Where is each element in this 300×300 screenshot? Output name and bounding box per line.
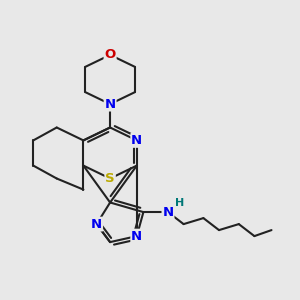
Text: N: N xyxy=(131,230,142,243)
Text: N: N xyxy=(162,206,174,219)
Text: S: S xyxy=(105,172,115,185)
Text: N: N xyxy=(131,134,142,147)
Text: N: N xyxy=(104,98,116,111)
Text: H: H xyxy=(176,198,184,208)
Text: O: O xyxy=(104,48,116,62)
Text: N: N xyxy=(91,218,102,231)
